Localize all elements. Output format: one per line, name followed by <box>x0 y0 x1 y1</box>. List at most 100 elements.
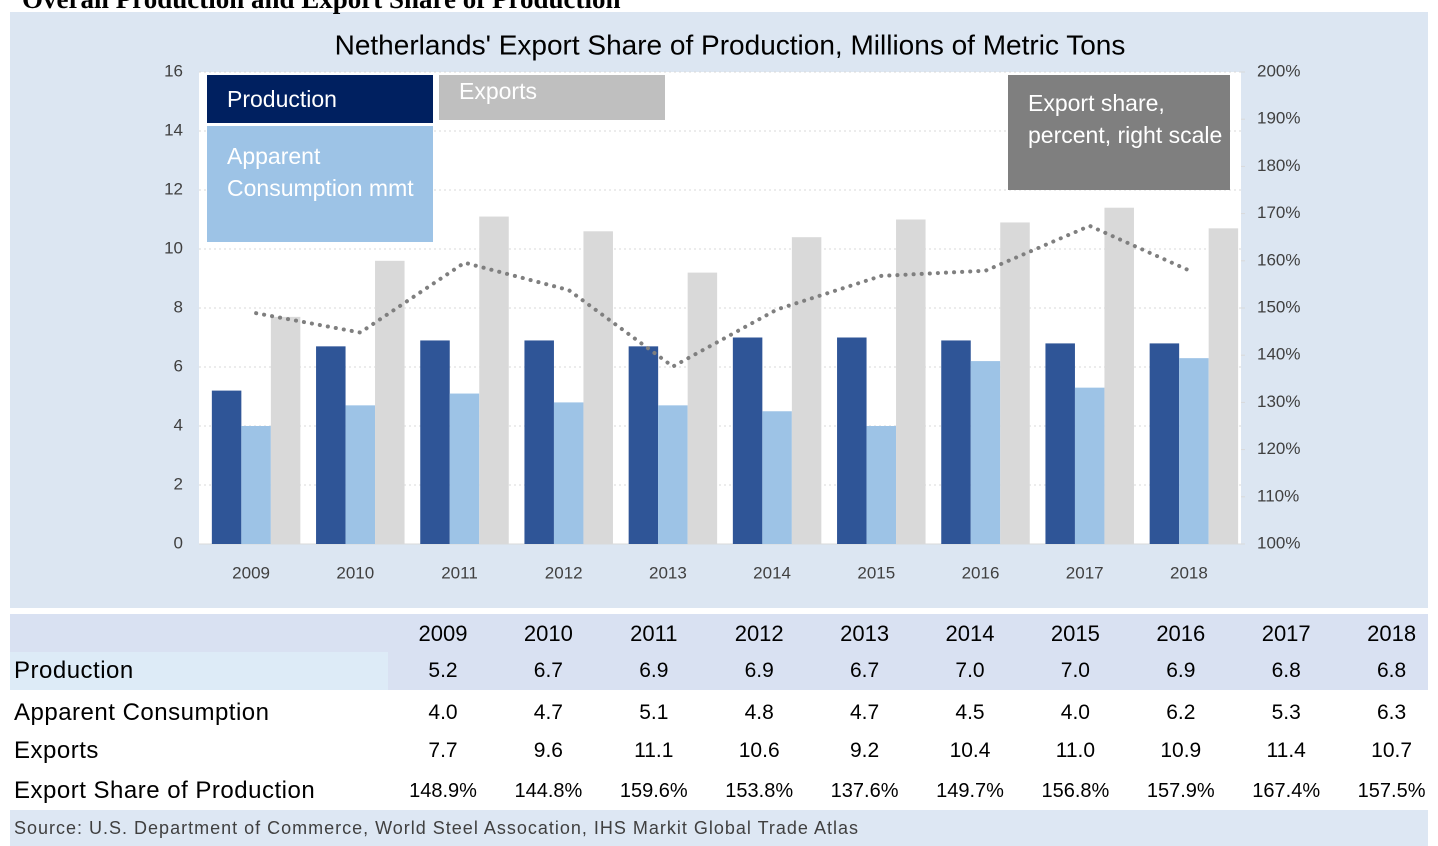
x-tick-label: 2018 <box>1170 563 1208 582</box>
bar <box>1000 222 1030 544</box>
bar <box>941 340 971 544</box>
table-row-label: Apparent Consumption <box>14 699 270 726</box>
y-tick-label: 16 <box>164 61 183 80</box>
table-cell: 6.9 <box>1166 659 1196 682</box>
bar <box>420 340 450 544</box>
table-cell: 4.5 <box>955 701 985 724</box>
y-tick-label: 8 <box>174 297 183 316</box>
bar <box>1149 343 1180 544</box>
table-cell: 10.6 <box>738 739 780 762</box>
y-tick-label: 14 <box>164 120 183 139</box>
x-tick-label: 2009 <box>232 563 270 582</box>
x-tick-label: 2014 <box>753 563 791 582</box>
y2-tick-label: 190% <box>1257 109 1300 128</box>
bar <box>866 426 897 544</box>
bar <box>1179 358 1209 544</box>
y-tick-label: 4 <box>174 415 183 434</box>
table-cell: 159.6% <box>619 780 688 802</box>
x-tick-label: 2012 <box>545 563 583 582</box>
table-row-label: Exports <box>14 737 99 764</box>
x-tick-label: 2015 <box>857 563 895 582</box>
bar <box>896 219 926 544</box>
y2-tick-label: 130% <box>1257 392 1300 411</box>
source-bg <box>10 810 1428 846</box>
table-cell: 157.5% <box>1357 780 1426 802</box>
table-cell: 167.4% <box>1252 780 1321 802</box>
bar <box>762 411 792 544</box>
table-cell: 11.0 <box>1055 739 1096 762</box>
x-tick-label: 2011 <box>441 563 478 582</box>
table-header: 2016 <box>1156 621 1206 646</box>
table-cell: 10.4 <box>949 739 991 762</box>
bar <box>1074 387 1105 544</box>
bar <box>1045 343 1075 544</box>
bar <box>375 260 405 544</box>
x-tick-label: 2010 <box>336 563 374 582</box>
bar <box>316 346 346 544</box>
y-tick-label: 12 <box>164 179 183 198</box>
chart-title: Netherlands' Export Share of Production,… <box>335 29 1126 60</box>
table-cell: 7.0 <box>1060 659 1090 682</box>
y-tick-label: 6 <box>174 356 183 375</box>
y2-tick-label: 200% <box>1257 61 1300 80</box>
table-row-label: Export Share of Production <box>14 777 316 804</box>
table-cell: 157.9% <box>1146 780 1215 802</box>
table-cell: 6.7 <box>849 659 880 682</box>
table-cell: 6.8 <box>1376 659 1407 682</box>
table-header: 2010 <box>523 621 573 646</box>
legend-entry: Export share, percent, right scale <box>1008 75 1230 190</box>
y-tick-label: 10 <box>164 238 183 257</box>
table-cell: 6.2 <box>1166 701 1196 724</box>
bar <box>524 340 554 544</box>
y2-tick-label: 140% <box>1257 345 1300 364</box>
y2-tick-label: 120% <box>1257 439 1300 458</box>
table-cell: 6.9 <box>744 659 774 682</box>
table-header: 2011 <box>630 621 678 646</box>
x-tick-label: 2013 <box>649 563 687 582</box>
table-cell: 9.6 <box>533 739 563 762</box>
bar <box>211 390 242 544</box>
table-cell: 4.7 <box>533 701 563 724</box>
table-cell: 7.0 <box>955 659 985 682</box>
legend-entry: Production <box>207 75 433 123</box>
table-row-bg <box>10 652 388 690</box>
table-cell: 156.8% <box>1041 780 1110 802</box>
table-cell: 4.8 <box>744 701 774 724</box>
table-header: 2009 <box>418 621 468 646</box>
y2-tick-label: 170% <box>1257 203 1300 222</box>
table-cell: 148.9% <box>409 780 477 802</box>
table-header-bg <box>10 614 1428 652</box>
table-cell: 10.7 <box>1371 739 1413 762</box>
x-tick-label: 2017 <box>1066 563 1104 582</box>
table-header: 2018 <box>1367 621 1417 646</box>
table-cell: 4.0 <box>1060 701 1090 724</box>
bar <box>732 337 763 544</box>
source: Source: U.S. Department of Commerce, Wor… <box>14 818 859 838</box>
bar <box>345 405 376 544</box>
table-cell: 9.2 <box>849 739 880 762</box>
table-cell: 10.9 <box>1160 739 1202 762</box>
bar <box>837 337 867 544</box>
bar <box>583 231 613 545</box>
y2-tick-label: 110% <box>1257 486 1299 505</box>
line-series <box>254 223 1196 369</box>
bar <box>270 316 301 544</box>
y2-tick-label: 100% <box>1257 533 1300 552</box>
table-cell: 5.3 <box>1271 701 1301 724</box>
table-row-label: Production <box>14 657 134 684</box>
heading: Overall Production and Export Share of P… <box>22 0 621 15</box>
table-cell: 11.1 <box>634 739 674 762</box>
bar <box>970 361 1001 544</box>
legend-entry: Exports <box>439 75 665 120</box>
table-header: 2012 <box>734 621 784 646</box>
table-cell: 7.7 <box>428 739 458 762</box>
bar <box>687 272 718 544</box>
table-header: 2017 <box>1261 621 1311 646</box>
table-cell: 6.3 <box>1376 701 1407 724</box>
bar <box>1208 228 1239 544</box>
table-cell: 5.1 <box>639 701 669 724</box>
table-cell: 4.0 <box>428 701 458 724</box>
table-cell: 11.4 <box>1266 739 1306 762</box>
